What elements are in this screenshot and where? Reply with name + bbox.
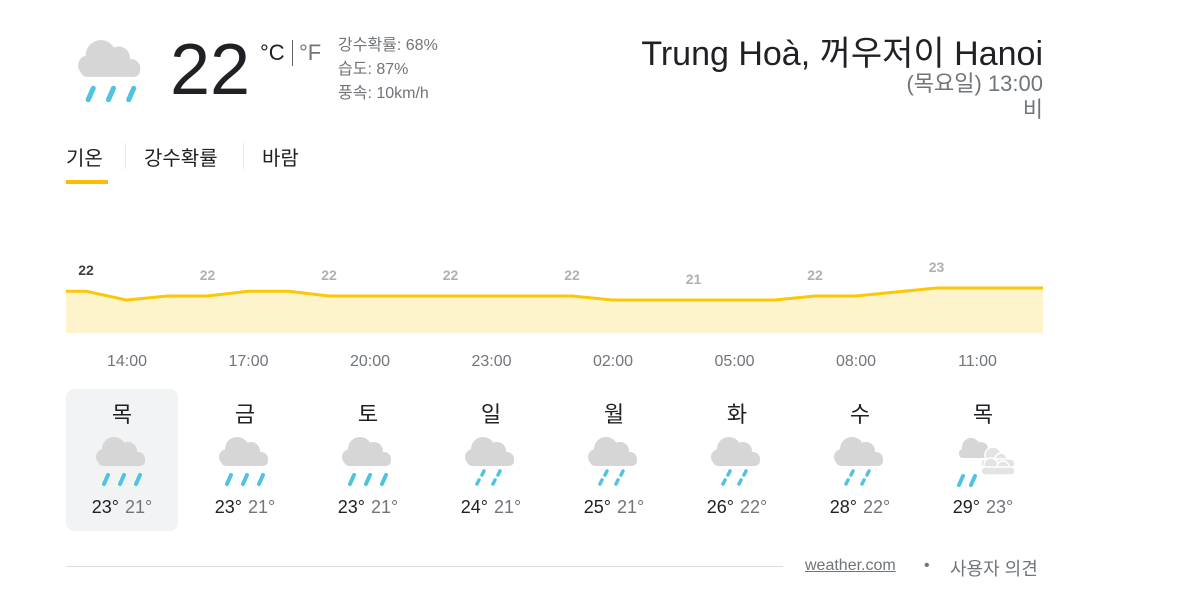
partly-cloudy-rain-icon — [957, 438, 1015, 487]
day-forecast-card[interactable]: 월 25° 21° — [558, 389, 670, 531]
heavy-rain-icon — [96, 437, 145, 486]
temperature-chart: 22 22 22 22 22 21 22 23 — [66, 259, 1043, 333]
time-label: 05:00 — [714, 353, 755, 370]
day-forecast-card[interactable]: 토 23° 21° — [312, 389, 424, 531]
tab-divider — [125, 143, 126, 169]
current-time: (목요일) 13:00 — [906, 71, 1043, 96]
high-temp: 24° — [460, 497, 488, 517]
location-title: Trung Hoà, 꺼우저이 Hanoi — [641, 35, 1043, 73]
time-label: 14:00 — [106, 353, 148, 370]
low-temp: 22° — [863, 497, 891, 517]
day-forecast-card[interactable]: 목 29° 23° — [927, 389, 1039, 531]
high-temp: 23° — [214, 497, 242, 517]
time-label: 20:00 — [349, 353, 391, 370]
feedback-link[interactable]: 사용자 의견 — [950, 559, 1038, 579]
tab-wind[interactable]: 바람 — [262, 148, 299, 170]
light-rain-icon — [465, 437, 514, 486]
temperature-value-label: 22 — [78, 262, 94, 278]
high-temp: 23° — [337, 497, 365, 517]
day-label: 월 — [603, 402, 625, 427]
light-rain-icon — [834, 437, 883, 486]
time-label: 08:00 — [835, 353, 877, 370]
day-label: 수 — [849, 402, 871, 427]
unit-divider — [292, 40, 293, 66]
tab-temperature[interactable]: 기온 — [66, 148, 103, 170]
low-temp: 22° — [740, 497, 768, 517]
high-temp: 25° — [583, 497, 611, 517]
low-temp: 21° — [248, 497, 276, 517]
low-temp: 21° — [617, 497, 645, 517]
footer-divider — [66, 566, 783, 567]
time-label: 11:00 — [958, 353, 997, 370]
high-temp: 26° — [706, 497, 734, 517]
tab-precipitation[interactable]: 강수확률 — [144, 148, 218, 170]
high-temp: 28° — [829, 497, 857, 517]
temperature-value-label: 22 — [807, 267, 823, 283]
low-temp: 23° — [986, 497, 1014, 517]
temperature-area — [66, 288, 1043, 333]
day-forecast-card[interactable]: 일 24° 21° — [435, 389, 547, 531]
temperature-value-label: 23 — [929, 259, 945, 275]
heavy-rain-icon — [219, 437, 268, 486]
day-label: 화 — [726, 402, 748, 427]
day-label: 토 — [357, 402, 379, 427]
low-temp: 21° — [125, 497, 153, 517]
footer-bullet: • — [924, 557, 930, 574]
day-label: 목 — [972, 402, 994, 427]
low-temp: 21° — [494, 497, 522, 517]
weather-condition: 비 — [1022, 97, 1043, 122]
day-forecast-card[interactable]: 수 28° 22° — [804, 389, 916, 531]
celsius-toggle[interactable]: °C — [260, 40, 285, 65]
wind-speed: 풍속: 10km/h — [338, 85, 429, 102]
fahrenheit-toggle[interactable]: °F — [299, 40, 322, 65]
day-label: 일 — [480, 402, 502, 427]
day-forecast-card[interactable]: 화 26° 22° — [681, 389, 793, 531]
temperature-value-label: 21 — [686, 271, 702, 287]
temperature-value-label: 22 — [443, 267, 459, 283]
time-label: 02:00 — [592, 353, 634, 370]
temperature-value-label: 22 — [564, 267, 580, 283]
low-temp: 21° — [371, 497, 399, 517]
light-rain-icon — [588, 437, 637, 486]
heavy-rain-icon — [342, 437, 391, 486]
day-label: 금 — [234, 402, 256, 427]
current-temperature: 22 — [170, 30, 251, 110]
time-label: 17:00 — [228, 353, 269, 370]
temperature-value-label: 22 — [321, 267, 337, 283]
time-label: 23:00 — [471, 353, 512, 370]
day-forecast-card[interactable]: 금 23° 21° — [189, 389, 301, 531]
high-temp: 23° — [91, 497, 119, 517]
temperature-value-label: 22 — [200, 267, 216, 283]
precipitation: 강수확률: 68% — [338, 37, 438, 54]
humidity: 습도: 87% — [338, 61, 409, 78]
day-forecast-card[interactable]: 목 23° 21° — [66, 389, 178, 531]
source-link[interactable]: weather.com — [805, 557, 896, 574]
light-rain-icon — [711, 437, 760, 486]
active-tab-indicator — [66, 180, 108, 184]
tab-divider — [243, 143, 244, 169]
temperature-line — [66, 286, 1043, 302]
high-temp: 29° — [952, 497, 980, 517]
day-label: 목 — [111, 402, 133, 427]
heavy-rain-icon — [78, 40, 141, 103]
